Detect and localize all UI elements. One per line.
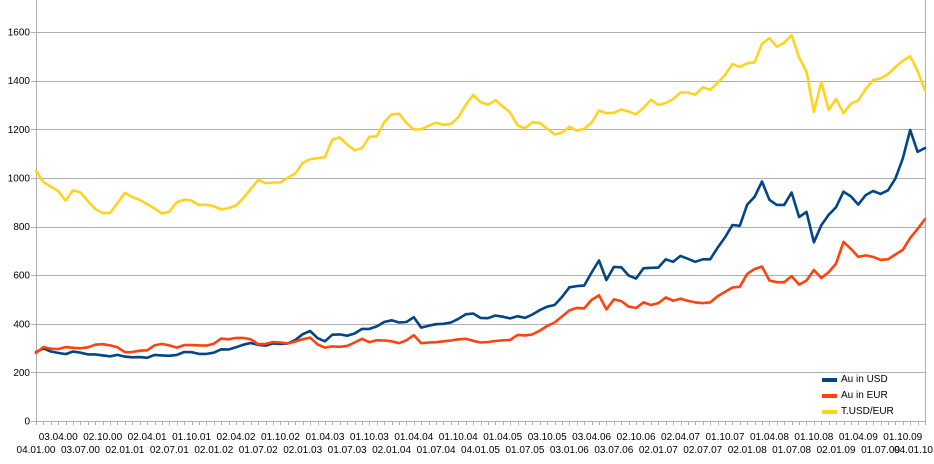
x-axis-ticks xyxy=(36,421,926,425)
svg-text:02.01.04: 02.01.04 xyxy=(372,445,411,456)
svg-text:01.10.08: 01.10.08 xyxy=(794,432,833,443)
legend-item-au-usd: Au in USD xyxy=(822,372,894,388)
svg-text:02.01.03: 02.01.03 xyxy=(283,445,322,456)
svg-text:01.07.02: 01.07.02 xyxy=(239,445,278,456)
svg-text:01.07.09: 01.07.09 xyxy=(861,445,900,456)
svg-text:01.10.01: 01.10.01 xyxy=(172,432,211,443)
svg-text:01.10.07: 01.10.07 xyxy=(706,432,745,443)
svg-text:03.07.00: 03.07.00 xyxy=(61,445,100,456)
svg-text:1400: 1400 xyxy=(8,76,31,87)
svg-text:01.07.03: 01.07.03 xyxy=(328,445,367,456)
svg-text:01.07.08: 01.07.08 xyxy=(772,445,811,456)
svg-text:01.10.02: 01.10.02 xyxy=(261,432,300,443)
legend-label-au-eur: Au in EUR xyxy=(841,390,888,401)
svg-text:200: 200 xyxy=(13,368,30,379)
series-line-au-in-usd xyxy=(34,128,927,360)
svg-text:03.07.06: 03.07.06 xyxy=(594,445,633,456)
svg-text:01.10.04: 01.10.04 xyxy=(439,432,478,443)
svg-text:03.04.00: 03.04.00 xyxy=(39,432,78,443)
legend-item-au-eur: Au in EUR xyxy=(822,388,894,404)
series-line-t-usd-eur xyxy=(34,33,927,215)
legend-label-t-usd-eur: T.USD/EUR xyxy=(841,406,894,417)
svg-text:01.04.08: 01.04.08 xyxy=(750,432,789,443)
svg-text:01.07.04: 01.07.04 xyxy=(417,445,456,456)
svg-text:02.01.09: 02.01.09 xyxy=(817,445,856,456)
y-axis-labels: 0 200 400 600 800 1000 1200 1400 1600 xyxy=(8,28,31,428)
gridlines xyxy=(31,32,925,422)
legend-swatch-au-usd xyxy=(822,378,837,382)
svg-text:02.01.01: 02.01.01 xyxy=(105,445,144,456)
svg-text:02.07.07: 02.07.07 xyxy=(683,445,722,456)
svg-text:800: 800 xyxy=(13,222,30,233)
svg-text:02.10.06: 02.10.06 xyxy=(617,432,656,443)
svg-text:03.01.06: 03.01.06 xyxy=(550,445,589,456)
legend-swatch-au-eur xyxy=(822,394,837,398)
svg-text:02.01.07: 02.01.07 xyxy=(639,445,678,456)
svg-text:02.04.02: 02.04.02 xyxy=(217,432,256,443)
svg-text:03.04.06: 03.04.06 xyxy=(572,432,611,443)
legend: Au in USD Au in EUR T.USD/EUR xyxy=(822,372,894,420)
svg-text:1600: 1600 xyxy=(8,28,31,39)
svg-text:02.04.07: 02.04.07 xyxy=(661,432,700,443)
legend-swatch-t-usd-eur xyxy=(822,410,837,414)
svg-text:01.10.09: 01.10.09 xyxy=(883,432,922,443)
svg-text:01.04.04: 01.04.04 xyxy=(394,432,433,443)
svg-text:0: 0 xyxy=(24,417,30,428)
svg-text:01.07.05: 01.07.05 xyxy=(505,445,544,456)
legend-item-t-usd-eur: T.USD/EUR xyxy=(822,404,894,420)
series-line-au-in-eur xyxy=(34,217,927,355)
legend-label-au-usd: Au in USD xyxy=(841,374,888,385)
svg-text:02.01.08: 02.01.08 xyxy=(728,445,767,456)
svg-text:02.10.00: 02.10.00 xyxy=(83,432,122,443)
svg-text:01.04.03: 01.04.03 xyxy=(305,432,344,443)
svg-text:1200: 1200 xyxy=(8,125,31,136)
svg-text:01.04.09: 01.04.09 xyxy=(839,432,878,443)
svg-text:03.10.05: 03.10.05 xyxy=(528,432,567,443)
svg-text:01.10.03: 01.10.03 xyxy=(350,432,389,443)
svg-text:400: 400 xyxy=(13,319,30,330)
svg-text:1000: 1000 xyxy=(8,173,31,184)
svg-text:600: 600 xyxy=(13,271,30,282)
svg-text:04.01.10: 04.01.10 xyxy=(894,445,933,456)
svg-text:04.01.05: 04.01.05 xyxy=(461,445,500,456)
svg-text:02.07.01: 02.07.01 xyxy=(150,445,189,456)
svg-text:02.01.02: 02.01.02 xyxy=(194,445,233,456)
svg-text:01.04.05: 01.04.05 xyxy=(483,432,522,443)
x-axis-labels: 04.01.00 03.04.00 03.07.00 02.10.00 02.01.01… xyxy=(17,432,934,456)
svg-text:04.01.00: 04.01.00 xyxy=(17,445,56,456)
svg-text:02.04.01: 02.04.01 xyxy=(128,432,167,443)
